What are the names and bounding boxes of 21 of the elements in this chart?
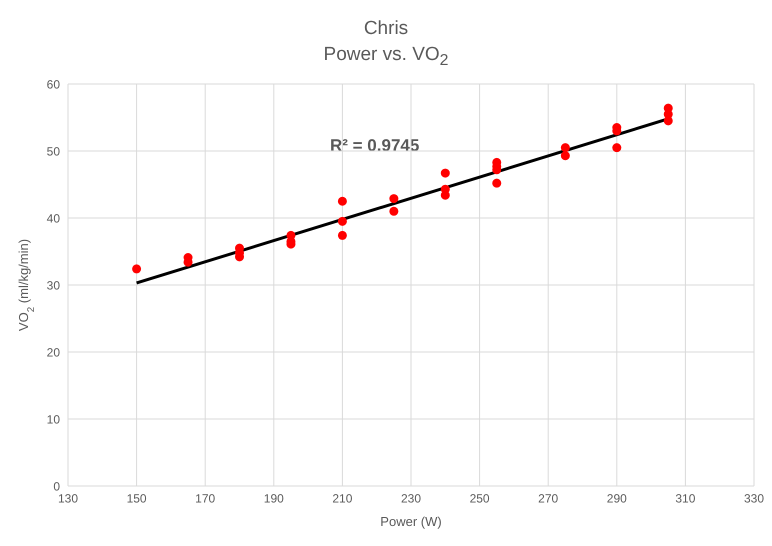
x-tick-label: 250 [470, 491, 490, 506]
x-tick-label: 290 [606, 491, 628, 506]
x-tick-label: 270 [538, 491, 559, 506]
x-tick-label: 190 [264, 491, 284, 506]
x-tick-label: 170 [195, 491, 216, 506]
y-tick-label: 60 [46, 77, 60, 92]
x-tick-label: 310 [675, 491, 696, 506]
x-tick-label: 230 [400, 491, 422, 506]
x-tick-label: 130 [58, 491, 78, 506]
x-tick-label: 210 [332, 491, 353, 506]
y-tick-label: 40 [46, 211, 60, 226]
x-axis-title: Power (W) [380, 514, 442, 529]
chart-subtitle: Power vs. VO$_{2}$ [322, 43, 450, 71]
x-tick-label: 150 [126, 491, 147, 506]
y-tick-label: 10 [46, 412, 60, 426]
y-tick-label: 20 [46, 345, 60, 360]
y-tick-label: 0 [53, 479, 60, 494]
chart-title: Chris [362, 17, 410, 41]
x-tick-label: 330 [744, 491, 764, 506]
y-tick-label: 50 [46, 144, 60, 158]
y-tick-label: 30 [46, 278, 60, 292]
